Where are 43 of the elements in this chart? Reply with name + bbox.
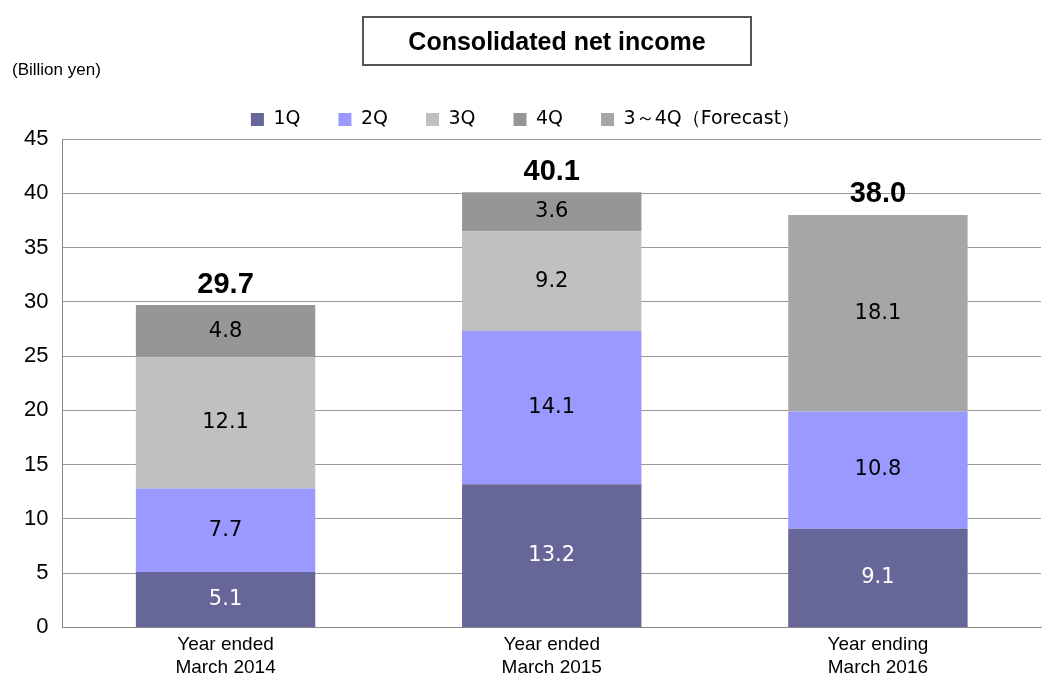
x-tick-label: Year ending March 2016	[827, 633, 929, 677]
total-label: 29.7	[197, 266, 254, 299]
data-label: 5.1	[208, 585, 243, 610]
data-label: 9.2	[535, 267, 569, 292]
data-label: 9.1	[861, 564, 895, 589]
data-label: 3.6	[535, 198, 569, 223]
bar	[788, 214, 968, 412]
y-tick-label: 0	[36, 613, 49, 639]
y-tick-label: 15	[23, 450, 49, 476]
data-label: 14.1	[528, 394, 576, 419]
data-label: 10.8	[854, 456, 902, 481]
y-tick-label: 5	[36, 559, 49, 585]
legend-label: 3Q	[448, 106, 476, 129]
bar	[788, 411, 968, 529]
y-tick-label: 25	[23, 342, 49, 368]
y-tick-label: 20	[23, 396, 49, 422]
bar	[135, 488, 316, 573]
total-label: 38.0	[849, 176, 907, 209]
data-label: 13.2	[528, 541, 576, 566]
legend-label: 2Q	[360, 106, 388, 129]
y-tick-label: 30	[23, 287, 49, 313]
y-tick-label: 40	[23, 179, 49, 205]
legend-label: 3～4Q（Forecast）	[623, 106, 801, 129]
bar	[462, 331, 642, 485]
chart-title: Consolidated net income	[362, 16, 752, 66]
data-label: 12.1	[202, 409, 249, 434]
bar	[135, 357, 316, 489]
bar	[462, 484, 642, 627]
legend-label: 1Q	[273, 106, 301, 129]
y-tick-label: 10	[23, 504, 49, 530]
bar	[135, 572, 316, 627]
x-tick-label: Year ended March 2014	[175, 633, 277, 677]
legend-label: 4Q	[536, 106, 564, 129]
bar	[462, 231, 642, 332]
y-tick-label: 35	[23, 233, 49, 259]
data-label: 18.1	[854, 299, 902, 324]
data-label: 7.7	[208, 516, 243, 541]
data-label: 4.8	[208, 317, 243, 342]
y-axis-title: (Billion yen)	[12, 59, 101, 79]
bar	[788, 528, 968, 627]
total-label: 40.1	[523, 153, 580, 186]
x-tick-label: Year ended March 2015	[501, 633, 602, 677]
y-tick-label: 45	[23, 125, 49, 151]
